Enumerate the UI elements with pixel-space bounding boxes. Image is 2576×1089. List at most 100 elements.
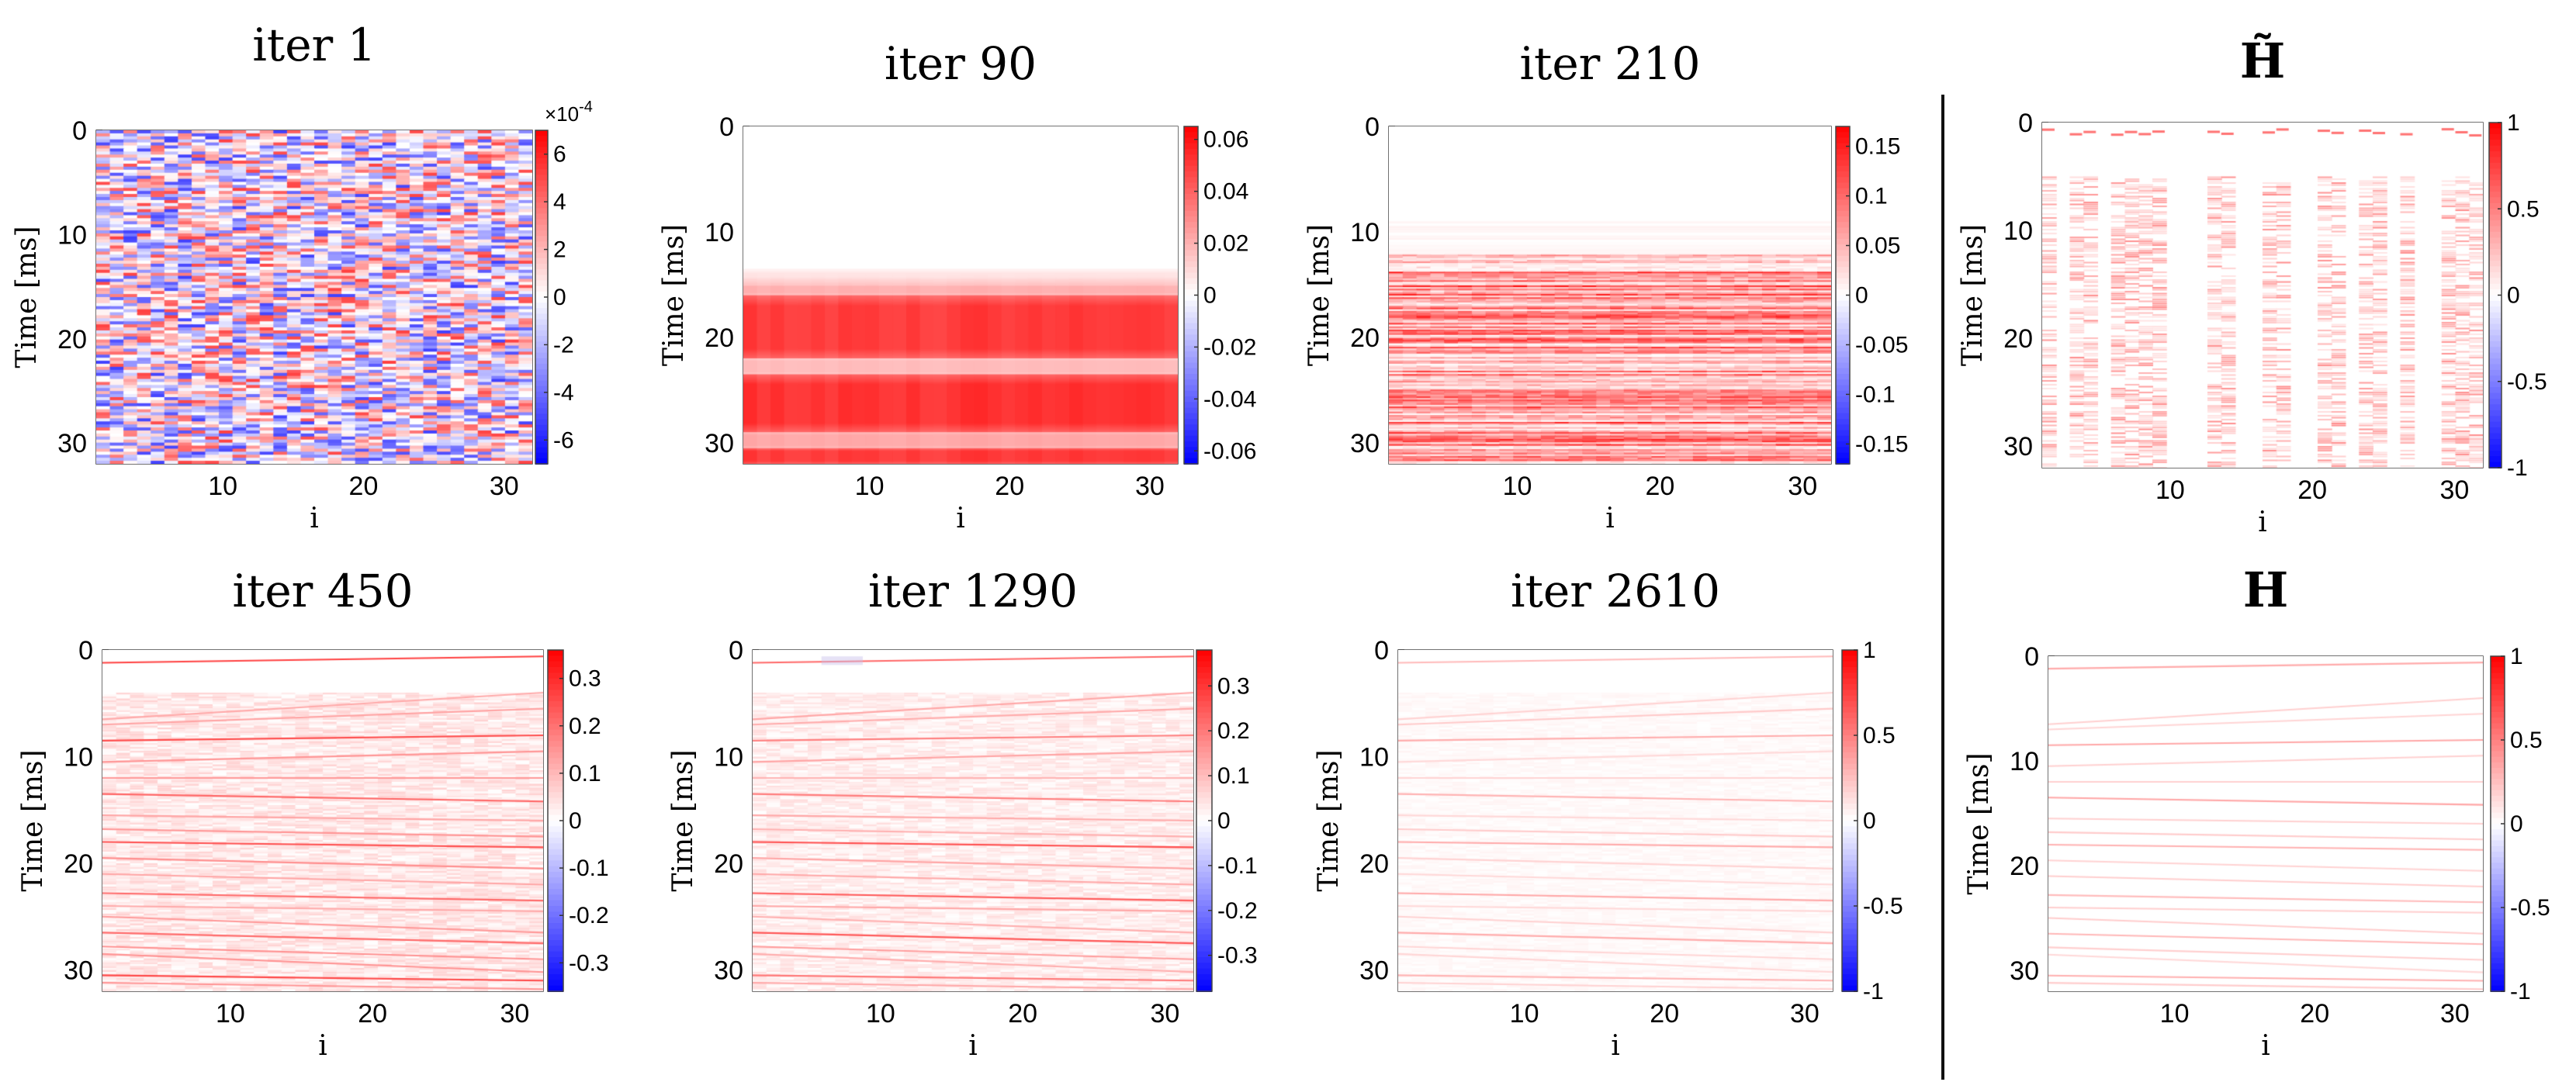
- colorbar-segment: [1836, 351, 1850, 358]
- x-tick-label: 10: [208, 472, 237, 501]
- colorbar-segment: [548, 746, 563, 753]
- colorbar-tick-label: -0.5: [2510, 895, 2550, 921]
- colorbar-segment: [1842, 684, 1858, 691]
- colorbar-segment: [1196, 855, 1212, 862]
- colorbar-segment: [1836, 368, 1850, 375]
- y-axis-label: Time [ms]: [17, 749, 49, 891]
- colorbar-tick-label: 0.5: [2507, 196, 2540, 222]
- colorbar-segment: [2491, 818, 2505, 825]
- colorbar-segment: [2491, 896, 2505, 903]
- colorbar-segment: [2491, 695, 2505, 702]
- colorbar-segment: [1842, 860, 1858, 867]
- panel-title: iter 1290: [868, 565, 1078, 617]
- colorbar-segment: [1842, 724, 1858, 731]
- colorbar-tick-label: -0.1: [1855, 382, 1896, 407]
- colorbar-segment: [1184, 424, 1198, 431]
- x-tick-label: 30: [2439, 475, 2469, 505]
- colorbar-tick-label: 0.5: [1863, 723, 1896, 748]
- colorbar-segment: [2491, 952, 2505, 959]
- colorbar-segment: [1184, 160, 1198, 167]
- colorbar-segment: [1184, 278, 1198, 285]
- colorbar-segment: [1836, 244, 1850, 251]
- colorbar-segment: [2489, 416, 2502, 423]
- colorbar-segment: [1836, 452, 1850, 459]
- colorbar-segment: [1842, 775, 1858, 782]
- y-tick-label: 20: [2003, 324, 2033, 354]
- colorbar-tick-label: -0.2: [569, 903, 609, 928]
- colorbar-segment: [548, 758, 563, 765]
- colorbar-segment: [2491, 706, 2505, 713]
- colorbar-tick-label: -2: [553, 332, 574, 358]
- colorbar-segment: [1196, 860, 1212, 867]
- colorbar-tick-label: 0.06: [1203, 127, 1248, 153]
- colorbar-segment: [2489, 347, 2502, 354]
- colorbar-segment: [1842, 650, 1858, 657]
- colorbar-segment: [1184, 374, 1198, 381]
- colorbar-segment: [2491, 885, 2505, 892]
- colorbar-segment: [548, 951, 563, 958]
- colorbar-segment: [2489, 254, 2502, 261]
- colorbar-segment: [2491, 901, 2505, 908]
- panel-iter2610: 10 20 30 0 10 20 30 i Time [ms] 1 0.5 0 -0.5 -1 iter 2…: [1313, 565, 1903, 1062]
- colorbar-segment: [2489, 462, 2502, 468]
- x-axis-label: i: [956, 503, 965, 534]
- colorbar-tick-label: 1: [1863, 638, 1876, 663]
- y-tick-label: 0: [2024, 642, 2039, 672]
- x-tick-label: 10: [1503, 472, 1532, 501]
- colorbar-segment: [1196, 735, 1212, 742]
- colorbar-segment: [1196, 911, 1212, 918]
- colorbar-segment: [1836, 177, 1850, 184]
- colorbar-segment: [1184, 413, 1198, 420]
- colorbar-segment: [535, 436, 548, 443]
- colorbar-segment: [535, 391, 548, 398]
- colorbar-segment: [2489, 456, 2502, 463]
- colorbar-segment: [535, 375, 548, 382]
- colorbar-segment: [1842, 957, 1858, 964]
- colorbar-segment: [1842, 741, 1858, 748]
- colorbar-segment: [1196, 678, 1212, 685]
- colorbar-segment: [1842, 843, 1858, 850]
- colorbar-segment: [1196, 724, 1212, 731]
- colorbar-segment: [548, 821, 563, 828]
- colorbar-segment: [535, 141, 548, 148]
- colorbar-tick-label: -0.05: [1855, 332, 1908, 358]
- colorbar-segment: [2491, 807, 2505, 814]
- colorbar-segment: [535, 324, 548, 331]
- x-tick-label: 10: [855, 472, 885, 501]
- colorbar-segment: [535, 191, 548, 198]
- x-tick-label: 20: [2297, 475, 2327, 505]
- colorbar-segment: [548, 741, 563, 748]
- colorbar-segment: [1842, 940, 1858, 947]
- colorbar-segment: [2491, 790, 2505, 797]
- colorbar-segment: [1184, 345, 1198, 352]
- colorbar-segment: [1184, 227, 1198, 234]
- colorbar-segment: [535, 319, 548, 326]
- colorbar-segment: [1196, 655, 1212, 662]
- colorbar-segment: [535, 169, 548, 176]
- colorbar-segment: [548, 940, 563, 947]
- colorbar-segment: [2491, 873, 2505, 880]
- colorbar-segment: [2491, 672, 2505, 679]
- colorbar-segment: [548, 667, 563, 674]
- colorbar-segment: [2489, 421, 2502, 429]
- colorbar-segment: [1836, 362, 1850, 369]
- colorbar-segment: [2489, 399, 2502, 406]
- colorbar-segment: [1196, 946, 1212, 952]
- colorbar-segment: [535, 330, 548, 337]
- panel-title: iter 90: [885, 37, 1037, 90]
- colorbar-segment: [1842, 655, 1858, 662]
- colorbar-segment: [548, 831, 563, 838]
- x-axis-label: i: [318, 1030, 327, 1062]
- colorbar-segment: [2489, 358, 2502, 365]
- colorbar-segment: [1842, 712, 1858, 719]
- colorbar-segment: [1196, 712, 1212, 719]
- y-tick-label: 10: [705, 218, 734, 247]
- colorbar-segment: [1184, 452, 1198, 459]
- colorbar-tick-label: 0: [1217, 808, 1231, 834]
- colorbar-tick-label: -0.2: [1217, 898, 1258, 924]
- colorbar-segment: [1836, 205, 1850, 212]
- colorbar-segment: [1196, 883, 1212, 890]
- colorbar-segment: [2491, 690, 2505, 697]
- colorbar-segment: [548, 974, 563, 981]
- colorbar-segment: [1842, 928, 1858, 935]
